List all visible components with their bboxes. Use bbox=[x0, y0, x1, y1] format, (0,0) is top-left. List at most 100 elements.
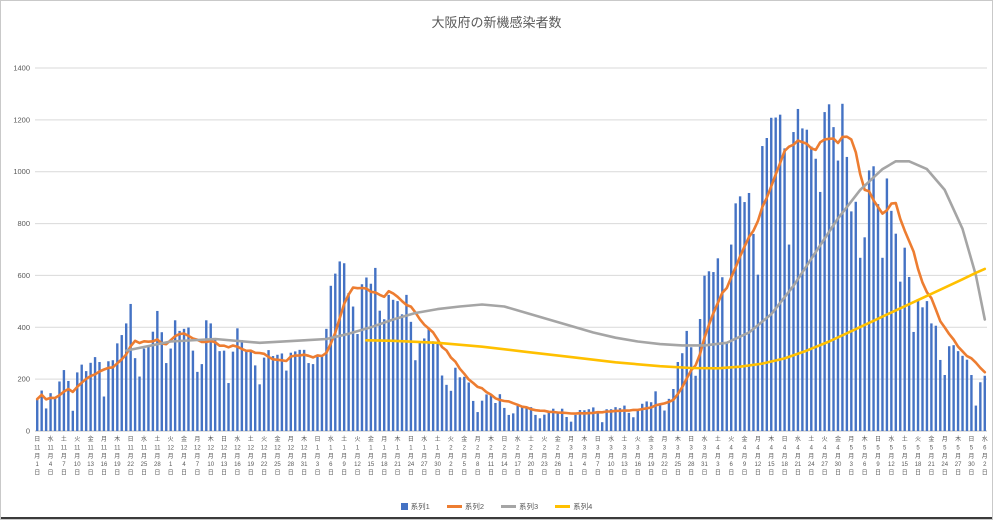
legend-label-series3: 系列3 bbox=[519, 502, 539, 511]
x-axis-label: 19 bbox=[648, 462, 655, 468]
x-axis-label: 火 bbox=[635, 436, 641, 443]
x-axis-label: 金 bbox=[648, 435, 654, 443]
x-axis-label: 日 bbox=[661, 470, 667, 477]
x-axis-label: 25 bbox=[141, 462, 148, 468]
x-axis-label: 10 bbox=[608, 462, 615, 468]
x-axis-label: 11 bbox=[141, 445, 148, 451]
x-axis-label: 日 bbox=[982, 470, 988, 477]
x-axis-label: 11 bbox=[154, 445, 161, 451]
x-axis-label: 11 bbox=[87, 445, 94, 451]
x-axis-label: 日 bbox=[688, 470, 694, 477]
legend-item-series2[interactable]: 系列2 bbox=[446, 501, 484, 512]
x-axis-label: 金 bbox=[928, 435, 934, 443]
x-axis-label: 31 bbox=[301, 462, 308, 468]
x-axis-label: 2 bbox=[556, 445, 560, 451]
x-axis-label: 月 bbox=[835, 453, 841, 460]
x-axis-label: 月 bbox=[888, 453, 894, 460]
x-axis-label: 4 bbox=[756, 445, 760, 451]
x-axis-label: 月 bbox=[181, 453, 187, 460]
x-axis-label: 月 bbox=[848, 436, 854, 443]
x-axis-label: 8 bbox=[476, 462, 480, 468]
x-axis-label: 5 bbox=[463, 462, 467, 468]
x-axis-label: 17 bbox=[514, 462, 521, 468]
x-axis-label: 月 bbox=[248, 453, 254, 460]
x-axis-label: 月 bbox=[515, 453, 521, 460]
x-axis-label: 27 bbox=[821, 462, 828, 468]
x-axis-label: 27 bbox=[421, 462, 428, 468]
x-axis-label: 日 bbox=[34, 436, 40, 443]
x-axis-label: 4 bbox=[730, 445, 734, 451]
x-axis-label: 火 bbox=[541, 436, 547, 443]
x-axis-label: 3 bbox=[663, 445, 667, 451]
x-axis-label: 1 bbox=[356, 445, 360, 451]
x-axis-label: 11 bbox=[488, 462, 495, 468]
x-axis-label: 月 bbox=[314, 453, 320, 460]
x-axis-label: 火 bbox=[728, 436, 734, 443]
x-axis-label: 月 bbox=[968, 453, 974, 460]
legend-item-series1[interactable]: 系列1 bbox=[400, 501, 430, 512]
x-axis-label: 月 bbox=[555, 453, 561, 460]
legend-item-series4[interactable]: 系列4 bbox=[555, 501, 592, 512]
x-axis-label: 13 bbox=[621, 462, 628, 468]
x-axis-label: 日 bbox=[34, 470, 40, 477]
y-axis-label: 800 bbox=[17, 219, 30, 228]
x-axis-label: 月 bbox=[381, 453, 387, 460]
x-axis-label: 日 bbox=[728, 470, 734, 477]
x-axis-label: 土 bbox=[528, 435, 534, 443]
x-axis-label: 7 bbox=[62, 462, 66, 468]
x-axis-label: 水 bbox=[795, 435, 801, 443]
x-axis-label: 水 bbox=[608, 435, 614, 443]
x-axis-label: 月 bbox=[194, 436, 200, 443]
x-axis-label: 火 bbox=[168, 436, 174, 443]
x-axis-label: 22 bbox=[661, 462, 668, 468]
x-axis-label: 1 bbox=[436, 445, 440, 451]
x-axis-label: 1 bbox=[369, 445, 373, 451]
x-axis-label: 7 bbox=[596, 462, 600, 468]
x-axis-label: 3 bbox=[596, 445, 600, 451]
x-axis-label: 月 bbox=[128, 453, 134, 460]
x-axis-label: 日 bbox=[234, 470, 240, 477]
x-axis-label: 月 bbox=[461, 453, 467, 460]
x-axis-label: 12 bbox=[194, 445, 201, 451]
x-axis-label: 金 bbox=[88, 435, 94, 443]
x-axis-label: 月 bbox=[301, 453, 307, 460]
x-axis-label: 月 bbox=[608, 453, 614, 460]
x-axis-label: 11 bbox=[47, 445, 54, 451]
x-axis-label: 月 bbox=[475, 453, 481, 460]
x-axis-label: 日 bbox=[88, 470, 94, 477]
x-axis-label: 2 bbox=[489, 445, 493, 451]
x-axis-label: 月 bbox=[822, 453, 828, 460]
x-axis-label: 3 bbox=[636, 445, 640, 451]
x-axis-label: 水 bbox=[888, 435, 894, 443]
x-axis-label: 24 bbox=[941, 462, 948, 468]
x-axis-label: 日 bbox=[168, 470, 174, 477]
x-axis-label: 3 bbox=[316, 462, 320, 468]
x-axis-label: 月 bbox=[621, 453, 627, 460]
x-axis-label: 4 bbox=[770, 445, 774, 451]
x-axis-label: 月 bbox=[702, 453, 708, 460]
x-axis-label: 日 bbox=[875, 470, 881, 477]
x-axis-label: 1 bbox=[343, 445, 347, 451]
x-axis-label: 日 bbox=[848, 470, 854, 477]
x-axis-label: 日 bbox=[555, 470, 561, 477]
x-axis-label: 日 bbox=[408, 470, 414, 477]
x-axis-label: 日 bbox=[101, 470, 107, 477]
x-axis-label: 月 bbox=[675, 453, 681, 460]
x-axis-label: 日 bbox=[128, 436, 134, 443]
x-axis-label: 31 bbox=[701, 462, 708, 468]
x-axis-label: 5 bbox=[956, 445, 960, 451]
legend-item-series3[interactable]: 系列3 bbox=[501, 501, 538, 512]
x-axis-label: 月 bbox=[902, 453, 908, 460]
x-axis-label: 水 bbox=[421, 435, 427, 443]
x-axis-label: 30 bbox=[434, 462, 441, 468]
x-axis-label: 日 bbox=[888, 470, 894, 477]
x-axis-label: 日 bbox=[501, 470, 507, 477]
x-axis-label: 月 bbox=[715, 453, 721, 460]
x-axis-label: 11 bbox=[114, 445, 121, 451]
x-axis-label: 3 bbox=[569, 445, 573, 451]
x-axis-label: 日 bbox=[274, 470, 280, 477]
y-axis-label: 1400 bbox=[13, 64, 30, 73]
x-axis-label: 日 bbox=[501, 436, 507, 443]
x-axis-label: 月 bbox=[942, 436, 948, 443]
